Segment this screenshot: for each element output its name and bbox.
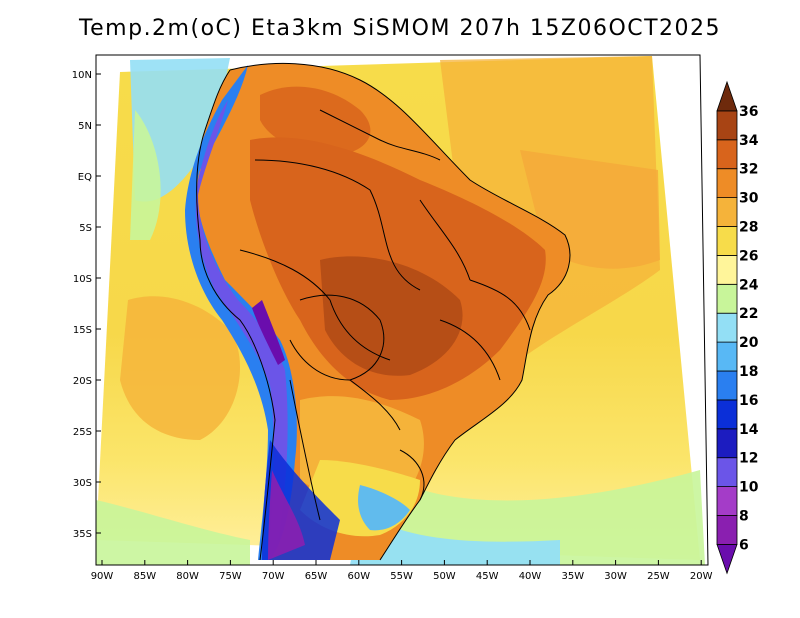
colorbar-label: 14 xyxy=(739,422,759,438)
colorbar-label: 16 xyxy=(739,393,758,409)
altiplano-cold xyxy=(252,300,285,365)
colorbar-swatch xyxy=(716,312,738,343)
colorbar-label: 22 xyxy=(739,306,758,322)
map-frame xyxy=(95,54,709,566)
lon-tick-label: 65W xyxy=(305,571,328,582)
border-bolivia xyxy=(289,294,385,381)
longitude-axis: 90W 85W 80W 75W 70W 65W 60W 55W 50W 45W 40W 35W 30W 2… xyxy=(91,560,713,582)
colorbar-swatch xyxy=(716,341,738,372)
lon-tick-label: 30W xyxy=(604,571,627,582)
lat-tick-label: 15S xyxy=(73,325,92,336)
colorbar: 6 8 10 12 14 16 18 20 22 24 26 28 30 32 34 36 xyxy=(716,80,759,575)
colorbar-swatch xyxy=(716,486,738,516)
pacific-cool-nw-light xyxy=(130,110,161,240)
andes-highest-cold xyxy=(195,100,288,540)
la-plata-cool xyxy=(358,485,410,531)
lon-tick-label: 90W xyxy=(91,571,114,582)
colorbar-swatch xyxy=(716,544,738,575)
latitude-axis: 10N 5N EQ 5S 10S 15S 20S 25S 30S 35S xyxy=(72,70,101,540)
border-brazil-states xyxy=(419,199,531,381)
colorbar-swatch xyxy=(716,168,738,198)
colorbar-swatch xyxy=(716,80,738,112)
lon-tick-label: 55W xyxy=(390,571,413,582)
colorbar-label: 12 xyxy=(739,451,758,467)
colorbar-swatch xyxy=(716,226,738,256)
colorbar-label: 36 xyxy=(739,104,758,120)
lat-tick-label: EQ xyxy=(78,172,92,183)
colorbar-label: 18 xyxy=(739,364,758,380)
northern-warm-area xyxy=(260,86,371,155)
colorbar-swatch xyxy=(716,428,738,459)
colorbar-label: 20 xyxy=(739,335,759,351)
lon-tick-label: 85W xyxy=(133,571,156,582)
colorbar-swatch xyxy=(716,197,738,227)
lon-tick-label: 35W xyxy=(561,571,584,582)
central-brazil-core xyxy=(320,256,463,376)
colorbar-label: 30 xyxy=(739,191,759,207)
border-paraguay xyxy=(349,379,401,431)
country-borders xyxy=(196,62,571,561)
border-uruguay xyxy=(399,449,425,501)
colorbar-label: 28 xyxy=(739,220,758,236)
colorbar-label: 34 xyxy=(739,133,759,149)
lat-tick-label: 5S xyxy=(79,223,92,234)
coastline-outline xyxy=(229,62,571,561)
colorbar-label: 26 xyxy=(739,248,758,264)
colorbar-swatch xyxy=(716,139,738,170)
south-pacific-cool xyxy=(96,500,250,565)
colorbar-swatch xyxy=(716,370,738,401)
border-argentina xyxy=(289,379,321,521)
lon-tick-label: 25W xyxy=(647,571,670,582)
colorbar-label: 6 xyxy=(739,537,749,553)
pacific-coastline xyxy=(196,69,276,561)
colorbar-label: 8 xyxy=(739,509,749,525)
map-field xyxy=(96,56,705,565)
pacific-warm-patch xyxy=(120,296,240,440)
colorbar-swatch xyxy=(716,283,738,314)
lon-tick-label: 60W xyxy=(347,571,370,582)
colorbar-swatch xyxy=(716,399,738,430)
lat-tick-label: 10N xyxy=(72,70,92,81)
lon-tick-label: 70W xyxy=(262,571,285,582)
map-title: Temp.2m(oC) Eta3km SiSMOM 207h 15Z06OCT2… xyxy=(78,16,722,41)
lat-tick-label: 25S xyxy=(73,427,92,438)
south-atlantic-cooler xyxy=(350,510,560,565)
lon-tick-label: 80W xyxy=(176,571,199,582)
border-brazil-north xyxy=(254,159,421,291)
colorbar-swatch xyxy=(716,457,738,488)
lat-tick-label: 20S xyxy=(73,376,92,387)
lon-tick-label: 20W xyxy=(690,571,713,582)
colorbar-swatch xyxy=(716,110,738,141)
border-peru-brazil xyxy=(239,249,391,361)
border-guianas xyxy=(319,109,441,161)
colorbar-label: 32 xyxy=(739,162,758,178)
lon-tick-label: 75W xyxy=(219,571,242,582)
colorbar-label: 24 xyxy=(739,277,759,293)
patagonia-coldest xyxy=(268,470,305,560)
colorbar-swatch xyxy=(716,515,738,545)
lat-tick-label: 35S xyxy=(73,529,92,540)
lon-tick-label: 40W xyxy=(519,571,542,582)
colorbar-label: 10 xyxy=(739,480,759,496)
lon-tick-label: 50W xyxy=(433,571,456,582)
lon-tick-label: 45W xyxy=(476,571,499,582)
lat-tick-label: 30S xyxy=(73,478,92,489)
lat-tick-label: 5N xyxy=(78,121,92,132)
lat-tick-label: 10S xyxy=(73,274,92,285)
colorbar-swatch xyxy=(716,254,738,285)
